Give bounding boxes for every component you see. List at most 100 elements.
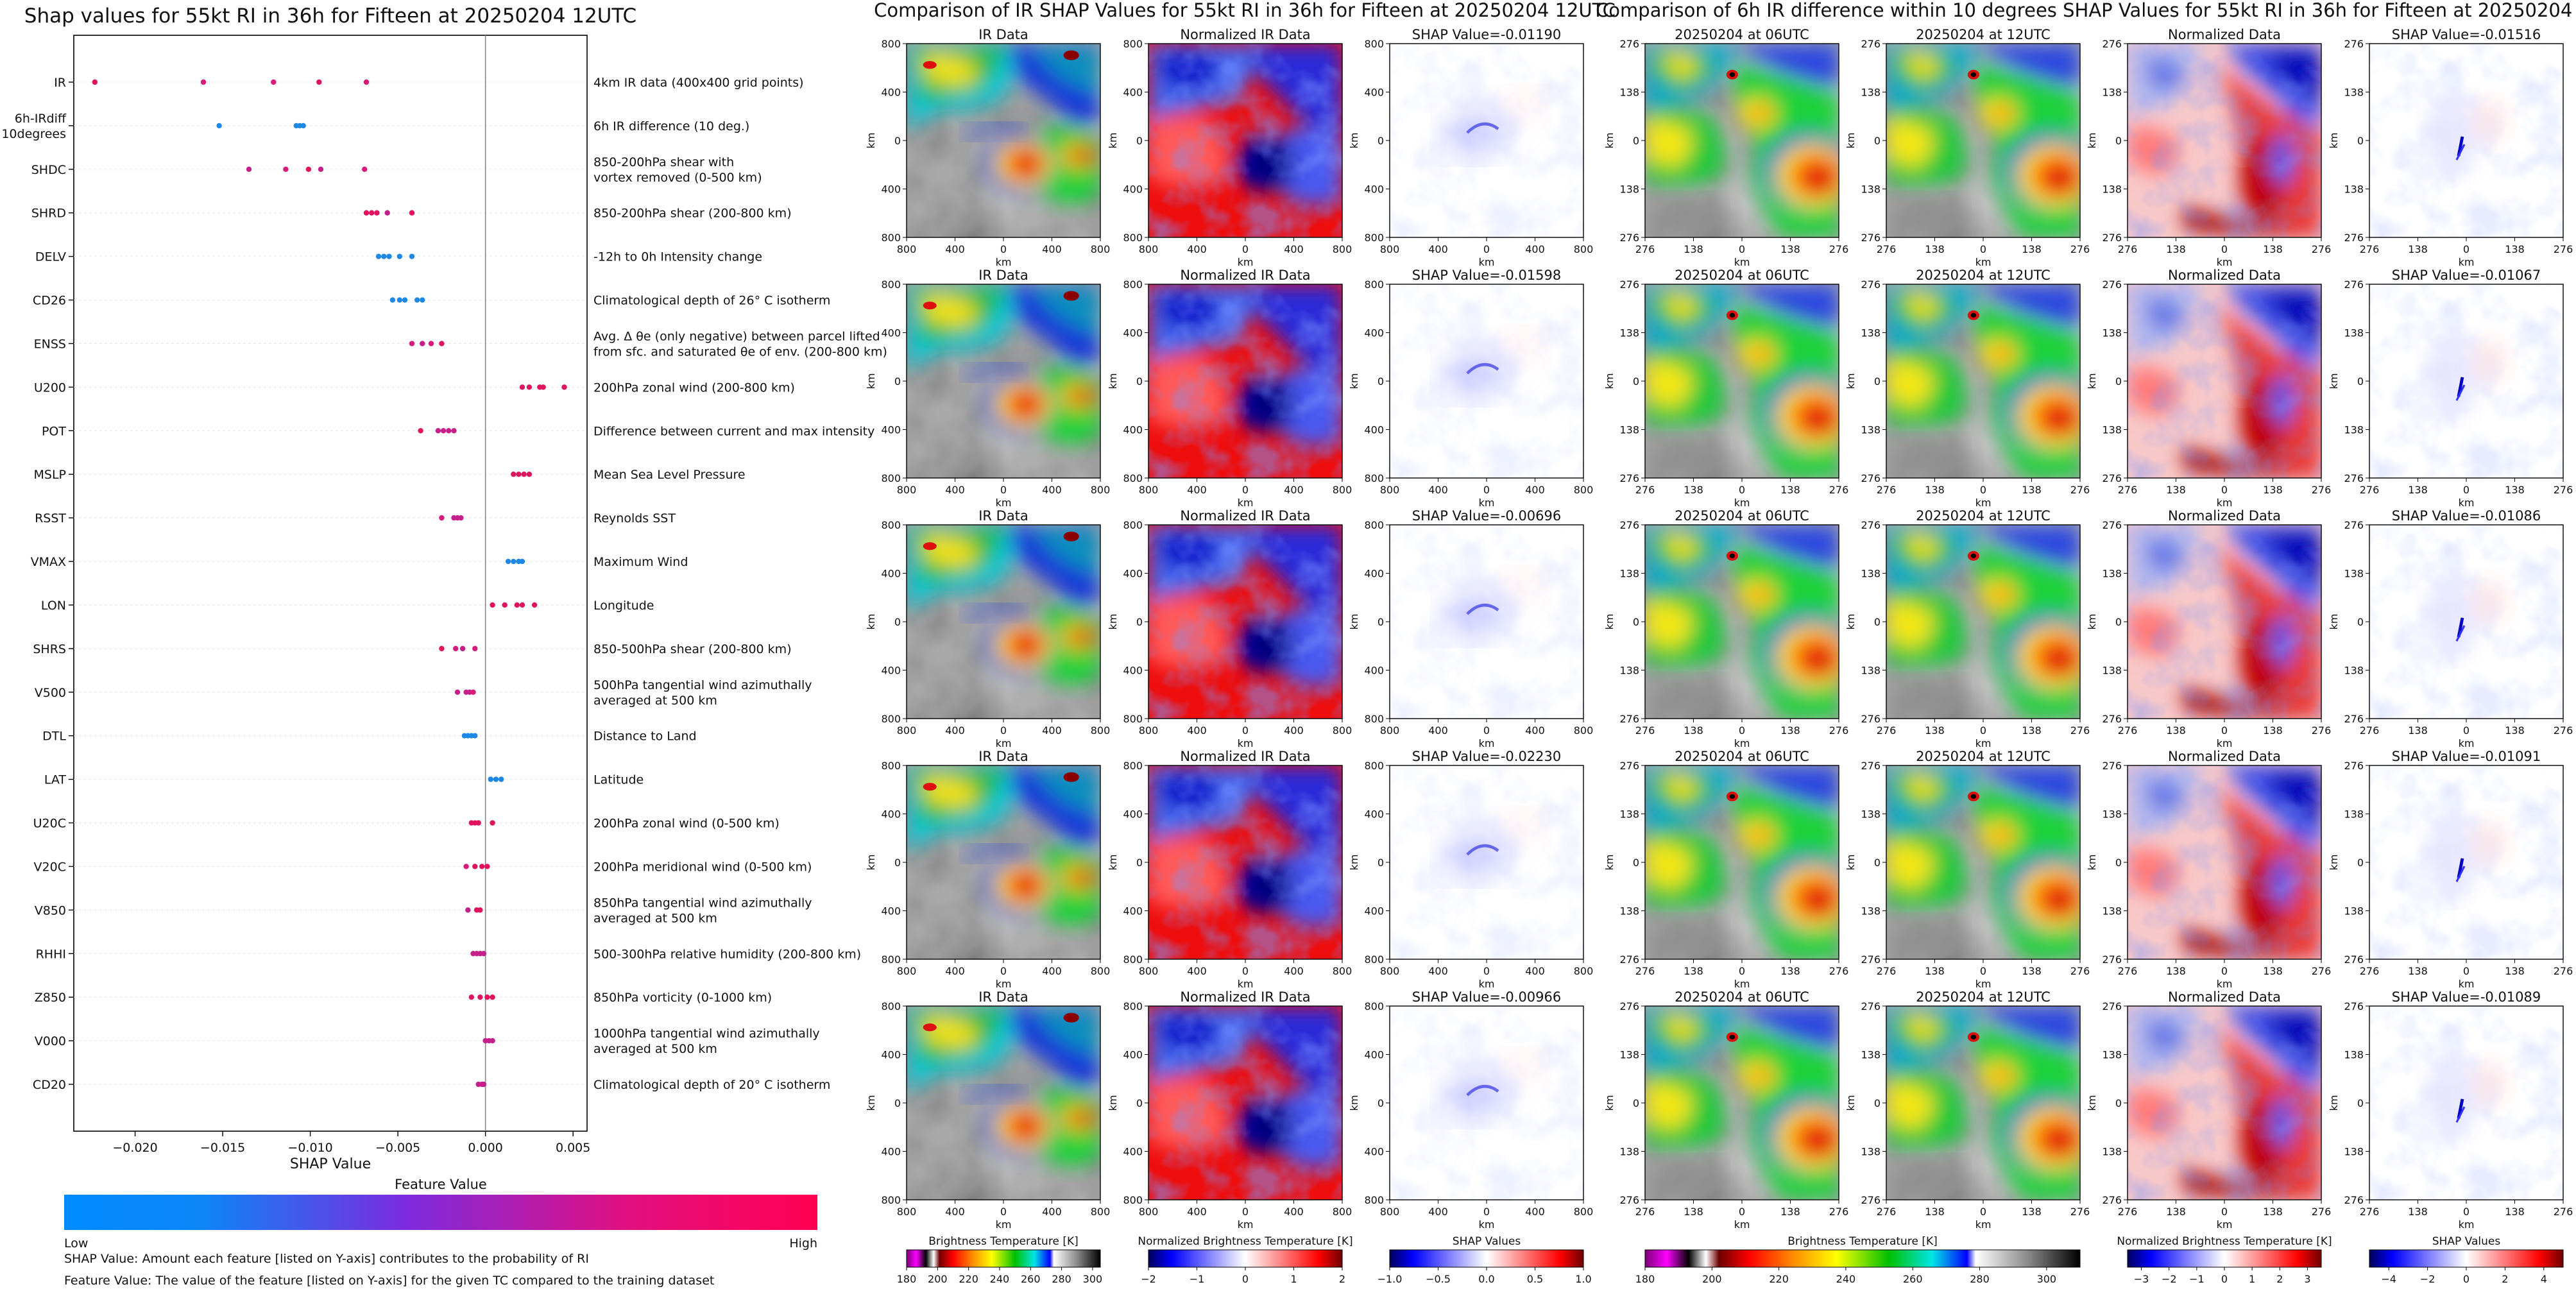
ytick-label: 138 (1619, 184, 1639, 196)
shap-point (363, 210, 370, 216)
xtick-label: 800 (1139, 724, 1159, 737)
y-axis-label: km (1603, 373, 1616, 389)
shap-point (92, 79, 98, 85)
ytick-label: 276 (2344, 1194, 2364, 1206)
feature-label: DTL (42, 730, 66, 744)
feature-description: 4km IR data (400x400 grid points) (593, 76, 804, 90)
xtick-label: 138 (2408, 484, 2428, 496)
ytick-label: 276 (2344, 953, 2364, 966)
shap-point (526, 384, 533, 390)
y-axis-label: km (1845, 1095, 1857, 1111)
feature-label: MSLP (34, 468, 67, 482)
ytick-label: 276 (1619, 1194, 1639, 1206)
shap-point (477, 994, 483, 1000)
ytick-label: 138 (1619, 1049, 1639, 1061)
shap-point (481, 951, 487, 957)
y-axis-label: km (1348, 1095, 1360, 1111)
feature-description: 200hPa zonal wind (200-800 km) (593, 380, 795, 395)
image-panel: 20250204 at 12UTC27627613813800138138276… (1845, 27, 2090, 268)
colorbar-tick-label: 1.0 (1575, 1273, 1591, 1285)
xtick-label: 0 (1242, 484, 1249, 496)
panel-image (1390, 525, 1583, 719)
xtick-label: 800 (897, 965, 917, 977)
xtick-label: 800 (1139, 1206, 1159, 1218)
ytick-label: 400 (1123, 87, 1143, 99)
x-axis-label: km (1734, 497, 1750, 509)
feature-description: -12h to 0h Intensity change (593, 250, 762, 264)
panel-title: 20250204 at 12UTC (1916, 989, 2051, 1005)
y-axis-label: km (2328, 855, 2340, 871)
colorbar-exponent: 1e−5 (2537, 1288, 2563, 1289)
panel-image (2369, 1006, 2563, 1200)
image-panel: Normalized Data2762761381380013813827627… (2086, 508, 2331, 749)
ytick-label: 138 (2102, 1146, 2122, 1158)
shap-point (502, 602, 508, 608)
shap-point (440, 428, 447, 434)
feature-description: averaged at 500 km (593, 911, 717, 925)
ytick-label: 0 (2357, 857, 2364, 869)
xtick-label: 0 (1000, 243, 1007, 255)
feature-description: Avg. Δ θe (only negative) between parcel… (593, 329, 880, 343)
feature-description: 200hPa meridional wind (0-500 km) (593, 860, 812, 874)
xtick-label: 276 (2118, 965, 2138, 977)
ir-shap-comparison-panel: Comparison of IR SHAP Values for 55kt RI… (865, 0, 1616, 1289)
xtick-label: 276 (2360, 724, 2380, 737)
panel-title: Normalized Data (2168, 27, 2281, 42)
feature-description: Distance to Land (593, 730, 697, 744)
feature-label: LON (41, 599, 66, 613)
y-axis-label: km (2328, 373, 2340, 389)
xtick-label: 800 (1091, 484, 1111, 496)
ytick-label: 0 (2357, 135, 2364, 147)
colorbar (2127, 1249, 2322, 1268)
ytick-label: 276 (1861, 278, 1881, 291)
xtick-label: 400 (1042, 484, 1062, 496)
x-axis-label: km (1238, 978, 1254, 990)
xtick-label: 800 (1333, 1206, 1352, 1218)
feature-label: V20C (34, 860, 66, 874)
xtick-label: 0 (1242, 1206, 1249, 1218)
colorbar (906, 1249, 1101, 1268)
ytick-label: 138 (1619, 808, 1639, 821)
xtick-label: 0 (1000, 724, 1007, 737)
xtick-label: 0 (1242, 243, 1249, 255)
ytick-label: 400 (1364, 568, 1384, 580)
x-axis-label: km (1479, 1218, 1495, 1231)
panel-image (1148, 44, 1342, 237)
xtick-label: 276 (1829, 724, 1849, 737)
y-axis-label: km (2328, 1095, 2340, 1111)
panel-title: SHAP Value=-0.02230 (1412, 749, 1562, 764)
feature-label: V000 (35, 1034, 66, 1048)
shap-plot-frame (73, 35, 588, 1132)
x-axis-label: km (996, 1218, 1012, 1231)
ytick-label: 276 (1619, 278, 1639, 291)
shap-point (381, 253, 387, 259)
xtick-label: 138 (2166, 1206, 2186, 1218)
panel-image (2369, 284, 2563, 478)
ytick-label: 800 (881, 472, 901, 484)
xtick-label: 800 (1139, 965, 1159, 977)
shap-point (514, 602, 520, 608)
shap-point (409, 210, 415, 216)
xtick-label: 276 (1635, 484, 1655, 496)
x-axis-label: SHAP Value (290, 1156, 371, 1172)
xtick-label: 0 (1000, 965, 1007, 977)
image-panel: SHAP Value=-0.00696800800400400004004008… (1348, 508, 1593, 749)
colorbar-tick-label: −1.0 (1378, 1273, 1403, 1285)
ytick-label: 0 (894, 1097, 901, 1109)
colorbar-label: SHAP Values (2432, 1235, 2501, 1248)
ytick-label: 138 (2344, 665, 2364, 677)
xtick-label: 800 (1091, 724, 1111, 737)
panel-title: 20250204 at 12UTC (1916, 268, 2051, 283)
panel-image (1645, 765, 1850, 959)
ytick-label: 800 (1364, 38, 1384, 50)
ytick-label: 800 (1364, 953, 1384, 966)
shap-point (271, 79, 277, 85)
ytick-label: 0 (1136, 857, 1143, 869)
shap-point (384, 210, 390, 216)
xtick-label: 138 (2263, 243, 2283, 255)
y-axis-label: km (1603, 614, 1616, 630)
ytick-label: 138 (1619, 665, 1639, 677)
feature-label: RSST (35, 511, 66, 525)
feature-description: averaged at 500 km (593, 694, 717, 708)
ytick-label: 400 (881, 1049, 901, 1061)
